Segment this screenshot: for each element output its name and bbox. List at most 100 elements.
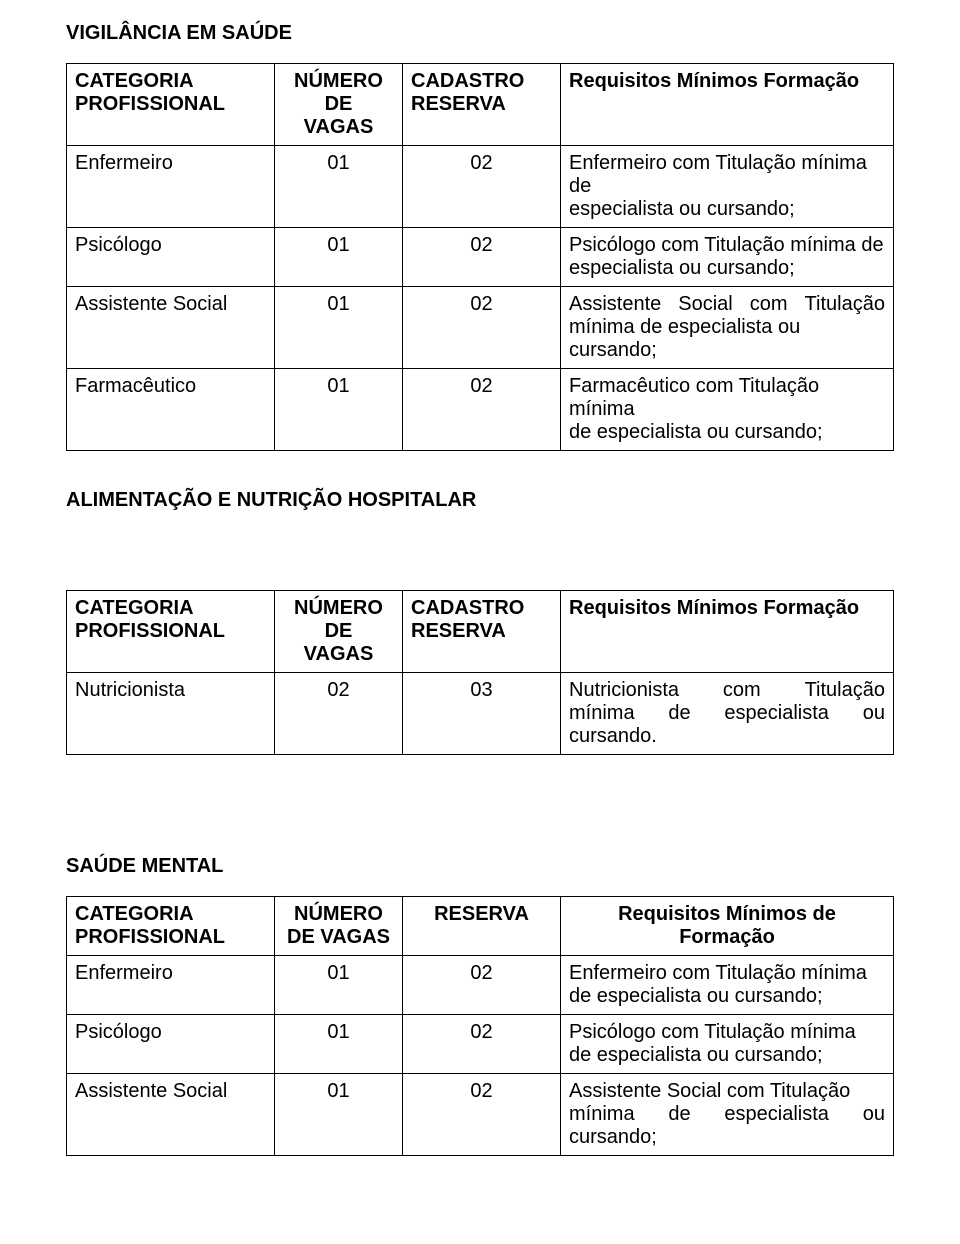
req-line: Psicólogo com Titulação mínima de: [569, 234, 885, 257]
req-word: ou: [863, 1103, 885, 1126]
header-categoria: CATEGORIA PROFISSIONAL: [67, 64, 275, 146]
header-requisitos: Requisitos Mínimos de Formação: [561, 897, 894, 956]
section-title-vigilancia: VIGILÂNCIA EM SAÚDE: [66, 22, 894, 45]
header-text: PROFISSIONAL: [75, 926, 266, 949]
table-header-row: CATEGORIA PROFISSIONAL NÚMERO DE VAGAS R…: [67, 897, 894, 956]
spacer: [66, 530, 894, 590]
req-word: de: [668, 702, 690, 725]
req-word: com: [750, 293, 788, 316]
cell-categoria: Enfermeiro: [67, 146, 275, 228]
req-line: Farmacêutico com Titulação mínima: [569, 375, 885, 421]
cell-numero: 01: [275, 369, 403, 451]
req-word: com: [723, 679, 761, 702]
header-text: DE VAGAS: [283, 926, 394, 949]
spacer: [66, 755, 894, 855]
table-row: Assistente Social 01 02 Assistente Socia…: [67, 1074, 894, 1156]
header-text: RESERVA: [411, 620, 552, 643]
cell-cadastro: 03: [403, 673, 561, 755]
cell-cadastro: 02: [403, 287, 561, 369]
header-text: NÚMERO: [283, 70, 394, 93]
header-text: NÚMERO: [283, 597, 394, 620]
req-word: Social: [678, 293, 732, 316]
cell-numero: 01: [275, 228, 403, 287]
header-cadastro: CADASTRO RESERVA: [403, 64, 561, 146]
header-numero: NÚMERO DE VAGAS: [275, 897, 403, 956]
req-word: Nutricionista: [569, 679, 679, 702]
header-requisitos: Requisitos Mínimos Formação: [561, 64, 894, 146]
header-categoria: CATEGORIA PROFISSIONAL: [67, 591, 275, 673]
cell-reserva: 02: [403, 1074, 561, 1156]
req-line: cursando.: [569, 725, 885, 748]
cell-categoria: Enfermeiro: [67, 956, 275, 1015]
cell-cadastro: 02: [403, 369, 561, 451]
req-word: de: [668, 1103, 690, 1126]
header-text: VAGAS: [283, 116, 394, 139]
cell-categoria: Psicólogo: [67, 228, 275, 287]
cell-requisitos: Farmacêutico com Titulação mínima de esp…: [561, 369, 894, 451]
table-row: Farmacêutico 01 02 Farmacêutico com Titu…: [67, 369, 894, 451]
req-word: Titulação: [805, 679, 885, 702]
header-text: Requisitos Mínimos de: [569, 903, 885, 926]
req-line: especialista ou cursando;: [569, 198, 885, 221]
header-text: DE: [283, 93, 394, 116]
header-text: CATEGORIA: [75, 903, 266, 926]
header-text: VAGAS: [283, 643, 394, 666]
req-word: mínima: [569, 1103, 635, 1126]
req-line: Nutricionista com Titulação: [569, 679, 885, 702]
header-numero: NÚMERO DE VAGAS: [275, 64, 403, 146]
req-line: cursando;: [569, 1126, 885, 1149]
req-word: ou: [863, 702, 885, 725]
header-categoria: CATEGORIA PROFISSIONAL: [67, 897, 275, 956]
cell-cadastro: 02: [403, 146, 561, 228]
table-saude-mental: CATEGORIA PROFISSIONAL NÚMERO DE VAGAS R…: [66, 896, 894, 1156]
req-word: especialista: [724, 1103, 829, 1126]
section-title-alimentacao: ALIMENTAÇÃO E NUTRIÇÃO HOSPITALAR: [66, 489, 894, 512]
req-line: Enfermeiro com Titulação mínima: [569, 962, 885, 985]
req-line: mínima de especialista ou cursando;: [569, 316, 885, 362]
cell-reserva: 02: [403, 1015, 561, 1074]
header-text: CATEGORIA: [75, 597, 266, 620]
cell-requisitos: Assistente Social com Titulação mínima d…: [561, 287, 894, 369]
table-header-row: CATEGORIA PROFISSIONAL NÚMERO DE VAGAS C…: [67, 64, 894, 146]
header-requisitos: Requisitos Mínimos Formação: [561, 591, 894, 673]
cell-categoria: Farmacêutico: [67, 369, 275, 451]
req-word: especialista: [724, 702, 829, 725]
req-line: Assistente Social com Titulação: [569, 293, 885, 316]
req-line: de especialista ou cursando;: [569, 985, 885, 1008]
table-row: Psicólogo 01 02 Psicólogo com Titulação …: [67, 228, 894, 287]
req-line: especialista ou cursando;: [569, 257, 885, 280]
header-cadastro: CADASTRO RESERVA: [403, 591, 561, 673]
req-line: mínima de especialista ou: [569, 1103, 885, 1126]
req-line: Psicólogo com Titulação mínima: [569, 1021, 885, 1044]
req-line: mínima de especialista ou: [569, 702, 885, 725]
header-text: CADASTRO: [411, 70, 552, 93]
cell-categoria: Assistente Social: [67, 1074, 275, 1156]
header-text: NÚMERO: [283, 903, 394, 926]
req-line: Assistente Social com Titulação: [569, 1080, 885, 1103]
header-text: PROFISSIONAL: [75, 620, 266, 643]
table-row: Nutricionista 02 03 Nutricionista com Ti…: [67, 673, 894, 755]
header-text: Formação: [569, 926, 885, 949]
cell-numero: 01: [275, 956, 403, 1015]
cell-categoria: Nutricionista: [67, 673, 275, 755]
table-alimentacao: CATEGORIA PROFISSIONAL NÚMERO DE VAGAS C…: [66, 590, 894, 755]
cell-requisitos: Enfermeiro com Titulação mínima de espec…: [561, 146, 894, 228]
header-text: DE: [283, 620, 394, 643]
cell-numero: 01: [275, 1015, 403, 1074]
table-row: Psicólogo 01 02 Psicólogo com Titulação …: [67, 1015, 894, 1074]
table-header-row: CATEGORIA PROFISSIONAL NÚMERO DE VAGAS C…: [67, 591, 894, 673]
req-word: Assistente: [569, 293, 661, 316]
cell-requisitos: Psicólogo com Titulação mínima de especi…: [561, 228, 894, 287]
header-numero: NÚMERO DE VAGAS: [275, 591, 403, 673]
cell-requisitos: Assistente Social com Titulação mínima d…: [561, 1074, 894, 1156]
cell-cadastro: 02: [403, 228, 561, 287]
section-title-saude-mental: SAÚDE MENTAL: [66, 855, 894, 878]
cell-numero: 01: [275, 1074, 403, 1156]
cell-categoria: Assistente Social: [67, 287, 275, 369]
req-word: Titulação: [805, 293, 885, 316]
table-row: Assistente Social 01 02 Assistente Socia…: [67, 287, 894, 369]
cell-requisitos: Nutricionista com Titulação mínima de es…: [561, 673, 894, 755]
req-line: de especialista ou cursando;: [569, 421, 885, 444]
cell-numero: 01: [275, 287, 403, 369]
cell-reserva: 02: [403, 956, 561, 1015]
